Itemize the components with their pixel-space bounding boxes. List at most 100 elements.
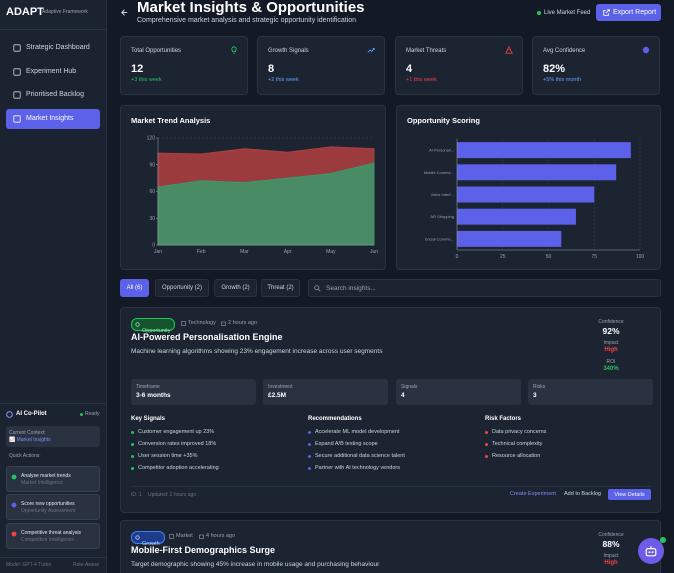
chart: 0 30 60 90 120 Jan Feb Mar Apr May Jun bbox=[147, 136, 379, 256]
icon-part bbox=[651, 551, 654, 554]
bullet bbox=[131, 455, 134, 458]
view-details[interactable]: View Details bbox=[608, 489, 651, 500]
x-tick-label: 0 bbox=[456, 254, 459, 260]
metric-value: £2.5M bbox=[268, 392, 287, 399]
stat-label: Total Opportunities bbox=[131, 48, 182, 54]
time: 4 hours ago bbox=[206, 533, 236, 539]
nav-item[interactable]: Strategic Dashboard bbox=[6, 38, 100, 58]
quick-label: Quick Actions: bbox=[9, 453, 41, 459]
chart-card: Opportunity Scoring 0 25 50 75 100 AI Personal… bbox=[396, 105, 661, 270]
filter-label: Threat (2) bbox=[267, 285, 294, 291]
tag-label: Growth bbox=[142, 541, 160, 547]
icon bbox=[603, 9, 610, 16]
create-experiment[interactable]: Create Experiment bbox=[510, 491, 556, 497]
add-to-backlog[interactable]: Add to Backlog bbox=[564, 491, 601, 497]
impact-label: Impact bbox=[603, 553, 619, 559]
filter-tab[interactable]: Opportunity (2) bbox=[155, 279, 209, 297]
icon-part bbox=[6, 411, 13, 418]
search-box[interactable]: Search insights... bbox=[308, 279, 661, 297]
y-tick-label: 0 bbox=[152, 243, 155, 249]
section-item: Conversion rates improved 18% bbox=[138, 441, 217, 447]
action-title: Analyse market trends bbox=[21, 473, 71, 479]
icon bbox=[11, 502, 17, 508]
icon bbox=[221, 321, 226, 326]
context-label: Current Context: bbox=[9, 430, 46, 436]
icon-part bbox=[314, 285, 320, 291]
icon bbox=[11, 474, 17, 480]
icon bbox=[169, 534, 174, 539]
metric-value: 3 bbox=[533, 392, 537, 399]
export-button[interactable]: Export Report bbox=[596, 4, 661, 21]
chart: 0 25 50 75 100 AI Personali... Mobile Comme...… bbox=[424, 139, 644, 260]
x-tick-label: May bbox=[326, 249, 336, 255]
icon-part bbox=[648, 551, 651, 554]
stat-delta: +1 this week bbox=[406, 77, 437, 83]
filter-tab[interactable]: Growth (2) bbox=[214, 279, 257, 297]
icon-part bbox=[181, 321, 186, 326]
x-tick-label: Mar bbox=[240, 249, 249, 255]
insight-id: ID: 1 bbox=[131, 492, 142, 498]
impact: High bbox=[604, 560, 618, 566]
area bbox=[157, 162, 375, 246]
insight-title: Mobile-First Demographics Surge bbox=[131, 545, 276, 555]
x-tick-label: Jan bbox=[154, 249, 162, 255]
assistant-button[interactable] bbox=[638, 538, 664, 564]
nav-item[interactable]: Market Insights bbox=[6, 109, 100, 129]
insight-title: AI-Powered Personalisation Engine bbox=[131, 332, 283, 342]
icon-part bbox=[121, 9, 128, 16]
section-item: Expand A/B testing scope bbox=[315, 441, 378, 447]
stat-delta: +5% this month bbox=[543, 77, 582, 83]
quick-action[interactable]: Analyse market trends Market Intelligence bbox=[6, 466, 100, 492]
tag-pill: Opportunity bbox=[131, 318, 176, 334]
bullet bbox=[131, 467, 134, 470]
nav-label: Experiment Hub bbox=[26, 68, 77, 75]
chart-title: Opportunity Scoring bbox=[407, 116, 480, 125]
confidence-label: Confidence bbox=[598, 532, 624, 538]
quick-action[interactable]: Competitive threat analysis Competitive I… bbox=[6, 523, 100, 549]
role: Role-Aware bbox=[73, 562, 100, 568]
filter-tab[interactable]: All (6) bbox=[120, 279, 149, 297]
stat-value: 12 bbox=[131, 63, 144, 75]
stat-delta: +3 this week bbox=[131, 77, 162, 83]
metric-box: Timeframe 3-6 months bbox=[131, 379, 256, 405]
quick-action[interactable]: Score new opportunities Opportunity Asses… bbox=[6, 494, 100, 520]
y-tick-label: Social Comme... bbox=[425, 236, 454, 241]
icon-part bbox=[318, 289, 321, 292]
y-tick-label: 90 bbox=[149, 162, 155, 168]
icon-part bbox=[11, 531, 17, 537]
x-tick-label: Jun bbox=[370, 249, 378, 255]
section-item: Customer engagement up 23% bbox=[138, 429, 215, 435]
stat-delta: +2 this week bbox=[268, 77, 299, 83]
action-title: Score new opportunities bbox=[21, 501, 75, 507]
nav-item[interactable]: Experiment Hub bbox=[6, 62, 100, 82]
icon bbox=[135, 534, 140, 540]
icon bbox=[13, 91, 21, 99]
bar bbox=[457, 164, 617, 181]
metric-label: Risks bbox=[533, 384, 546, 390]
live-feed: Live Market Feed bbox=[544, 10, 591, 16]
search-placeholder: Search insights... bbox=[326, 285, 376, 292]
bar bbox=[457, 208, 576, 225]
icon-part bbox=[367, 48, 375, 53]
section-item: Partner with AI technology vendors bbox=[315, 465, 400, 471]
export-label: Export Report bbox=[613, 9, 657, 16]
section-item: Data privacy concerns bbox=[492, 429, 547, 435]
divider bbox=[131, 486, 651, 487]
section-item: Competitor adoption accelerating bbox=[138, 465, 219, 471]
icon bbox=[13, 44, 21, 52]
icon-part bbox=[221, 321, 226, 326]
nav-item[interactable]: Prioritised Backlog bbox=[6, 85, 100, 105]
icon bbox=[314, 285, 321, 292]
icon bbox=[121, 9, 128, 16]
filter-tab[interactable]: Threat (2) bbox=[261, 279, 300, 297]
bullet bbox=[308, 443, 311, 446]
icon-part bbox=[505, 46, 513, 54]
stat-value: 8 bbox=[268, 63, 275, 75]
action-title: Competitive threat analysis bbox=[21, 530, 82, 536]
model: Model: GPT-4 Turbo bbox=[6, 562, 52, 568]
icon-part bbox=[231, 46, 237, 54]
insight-card: Growth Market 4 hours ago Mobile-First Demo… bbox=[120, 520, 661, 573]
x-tick-label: 50 bbox=[546, 254, 552, 260]
roi: 340% bbox=[603, 366, 619, 372]
